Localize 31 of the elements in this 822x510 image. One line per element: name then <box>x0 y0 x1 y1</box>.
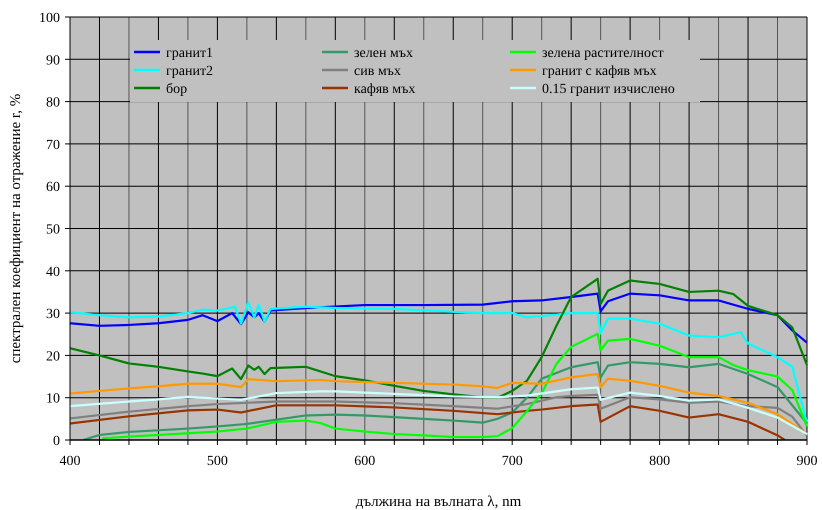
y-tick-label: 60 <box>46 180 60 196</box>
line-series <box>82 361 808 440</box>
y-tick-label: 90 <box>46 53 60 68</box>
legend-label: гранит с кафяв мъх <box>542 64 657 79</box>
x-tick-label: 900 <box>796 454 818 469</box>
legend-label: кафяв мъх <box>354 82 416 97</box>
y-tick-label: 50 <box>46 222 60 238</box>
legend-label: гранит2 <box>166 64 214 79</box>
legend-label: гранит1 <box>166 46 214 61</box>
y-tick-label: 70 <box>46 138 60 153</box>
legend-label: сив мъх <box>354 64 401 79</box>
y-tick-label: 100 <box>39 11 60 26</box>
legend-label: бор <box>166 82 188 97</box>
y-tick-label: 0 <box>53 434 60 449</box>
x-axis-title: дължина на вълната λ, nm <box>356 494 522 510</box>
x-tick-label: 700 <box>502 454 523 469</box>
x-tick-label: 600 <box>354 454 376 469</box>
y-tick-label: 20 <box>46 349 60 364</box>
y-tick-label: 80 <box>46 96 60 111</box>
y-tick-label: 30 <box>46 307 60 322</box>
line-series <box>70 403 786 440</box>
x-tick-label: 500 <box>206 454 228 469</box>
legend-label: 0.15 гранит изчислено <box>542 82 675 97</box>
y-tick-label: 10 <box>46 392 60 407</box>
x-tick-label: 400 <box>60 454 80 469</box>
y-axis-title: спектрален коефициент на отражение r, % <box>8 94 24 364</box>
line-series <box>101 332 808 440</box>
y-tick-label: 40 <box>46 264 60 280</box>
legend-label: зелен мъх <box>354 46 414 61</box>
x-tick-label: 800 <box>649 454 670 469</box>
legend-label: зелена растителност <box>542 46 664 61</box>
